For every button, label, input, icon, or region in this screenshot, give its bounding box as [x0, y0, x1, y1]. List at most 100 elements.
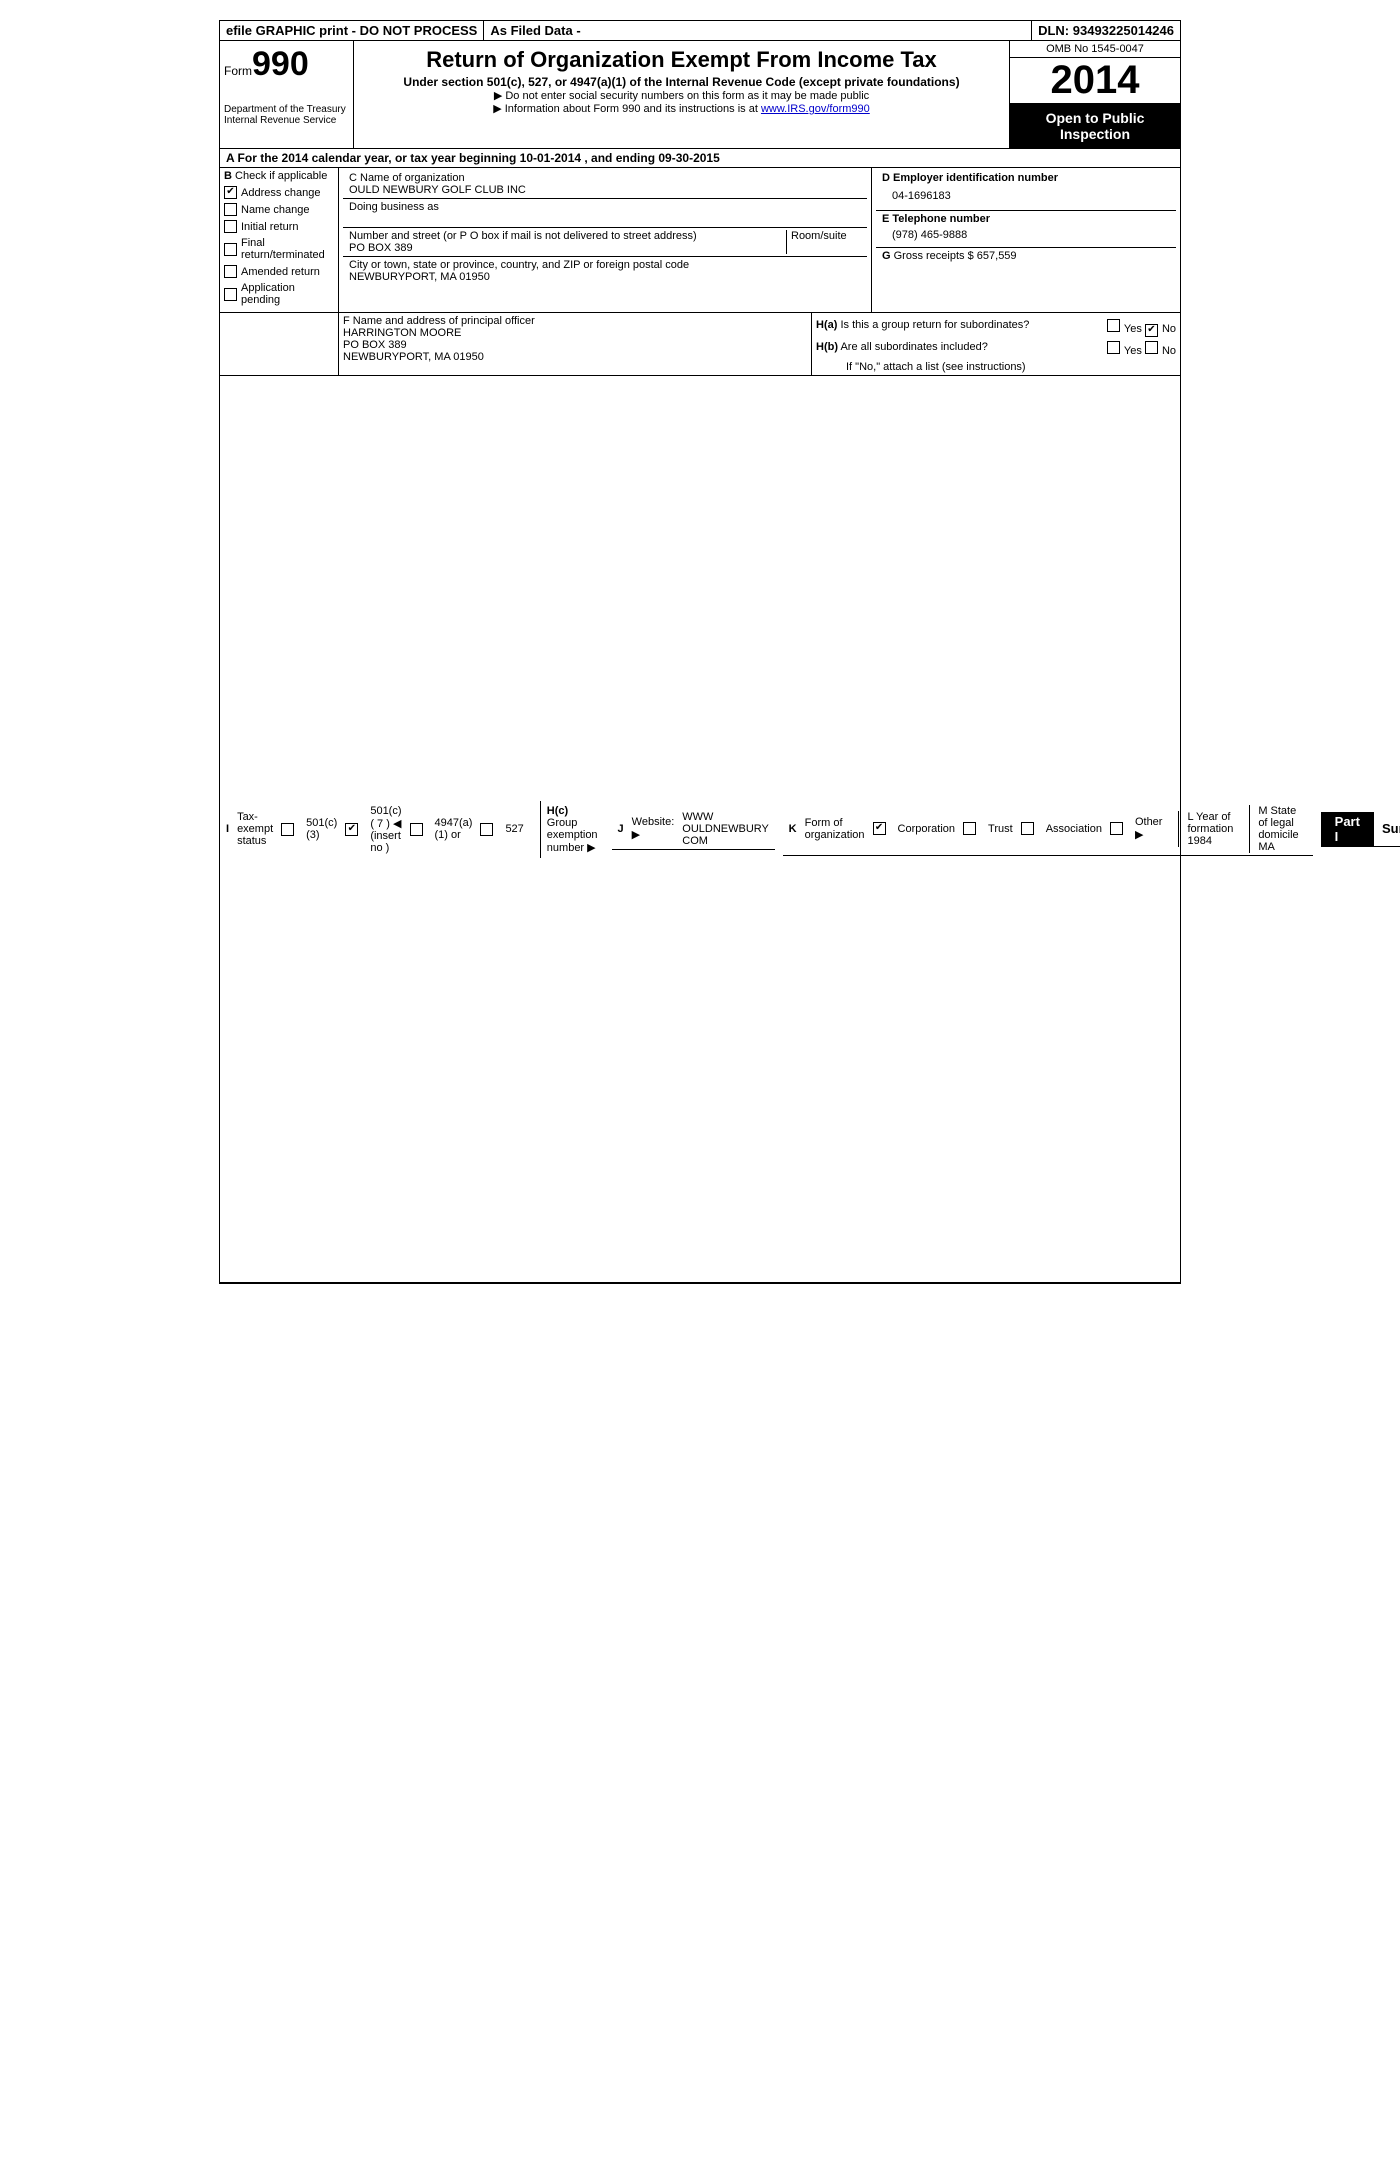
dln-cell: DLN: 93493225014246: [1032, 21, 1180, 40]
ein-label: D Employer identification number: [882, 172, 1170, 184]
gross-receipts-label: Gross receipts $: [894, 250, 974, 262]
line-a: A For the 2014 calendar year, or tax yea…: [220, 149, 1180, 168]
cb-trust[interactable]: [963, 822, 976, 835]
header-row: Form990 Department of the Treasury Inter…: [220, 41, 1180, 149]
entity-block: B Check if applicable Address change Nam…: [220, 168, 1180, 313]
section-b: B Check if applicable Address change Nam…: [220, 168, 339, 312]
cb-other[interactable]: [1110, 822, 1123, 835]
city-label: City or town, state or province, country…: [349, 259, 861, 271]
cb-527[interactable]: [480, 823, 493, 836]
section-f: F Name and address of principal officer …: [339, 313, 812, 375]
hc-label: H(c): [547, 805, 568, 817]
hb-yes: Yes: [1124, 345, 1142, 357]
top-bar: efile GRAPHIC print - DO NOT PROCESS As …: [220, 21, 1180, 41]
hb-note: If "No," attach a list (see instructions…: [816, 361, 1176, 373]
cb-ha-no[interactable]: [1145, 324, 1158, 337]
street-value: PO BOX 389: [349, 242, 786, 254]
cb-amended-return[interactable]: [224, 265, 237, 278]
form-number: 990: [252, 45, 309, 83]
room-label: Room/suite: [786, 230, 861, 254]
cb-initial-return[interactable]: [224, 220, 237, 233]
ha-yes: Yes: [1124, 323, 1142, 335]
lbl-final-return: Final return/terminated: [241, 237, 334, 261]
header-right: OMB No 1545-0047 2014 Open to Public Ins…: [1010, 41, 1180, 148]
phone-value: (978) 465-9888: [882, 225, 1170, 245]
lbl-name-change: Name change: [241, 204, 310, 216]
dln-value: 93493225014246: [1073, 23, 1174, 38]
tax-year: 2014: [1010, 58, 1180, 104]
form-number-block: Form990: [224, 45, 349, 84]
omb-number: OMB No 1545-0047: [1010, 41, 1180, 58]
opt-other: Other ▶: [1135, 816, 1163, 841]
cb-501c3[interactable]: [281, 823, 294, 836]
lbl-amended-return: Amended return: [241, 266, 320, 278]
header-left: Form990 Department of the Treasury Inter…: [220, 41, 354, 148]
opt-501c3: 501(c)(3): [306, 817, 337, 841]
g-label: G: [882, 250, 891, 262]
part1-title: Summary: [1374, 819, 1400, 838]
org-name-label: C Name of organization: [349, 172, 861, 184]
hb-label: H(b): [816, 341, 838, 353]
b-label: B: [224, 170, 232, 182]
opt-4947: 4947(a)(1) or: [435, 817, 473, 841]
cb-hb-no[interactable]: [1145, 341, 1158, 354]
irs-link[interactable]: www.IRS.gov/form990: [761, 103, 870, 115]
section-klm: K Form of organization Corporation Trust…: [783, 803, 1313, 856]
as-filed-label: As Filed Data -: [484, 21, 1032, 40]
form-990-page: efile GRAPHIC print - DO NOT PROCESS As …: [219, 20, 1181, 1284]
cb-corp[interactable]: [873, 822, 886, 835]
cb-4947[interactable]: [410, 823, 423, 836]
hc-text: Group exemption number ▶: [547, 817, 598, 854]
opt-501c: 501(c) ( 7 ) ◀ (insert no ): [370, 805, 401, 854]
j-label: J: [618, 823, 624, 835]
officer-h-block: F Name and address of principal officer …: [220, 313, 1180, 376]
phone-label: E Telephone number: [882, 213, 1170, 225]
lbl-initial-return: Initial return: [241, 221, 298, 233]
cb-ha-yes[interactable]: [1107, 319, 1120, 332]
inspection-label: Open to Public Inspection: [1010, 104, 1180, 148]
cb-final-return[interactable]: [224, 243, 237, 256]
officer-name: HARRINGTON MOORE: [343, 327, 807, 339]
right-column: D Employer identification number 04-1696…: [871, 168, 1180, 312]
header-mid: Return of Organization Exempt From Incom…: [354, 41, 1010, 148]
cb-hb-yes[interactable]: [1107, 341, 1120, 354]
dln-label: DLN:: [1038, 23, 1069, 38]
lbl-application-pending: Application pending: [241, 282, 334, 306]
k-text: Form of organization: [805, 817, 865, 841]
form-subtitle: Under section 501(c), 527, or 4947(a)(1)…: [364, 75, 999, 89]
dba-label: Doing business as: [349, 201, 861, 213]
opt-trust: Trust: [988, 823, 1013, 835]
info-note: ▶ Information about Form 990 and its ins…: [364, 102, 999, 115]
info-note-pre: ▶ Information about Form 990 and its ins…: [493, 103, 761, 115]
ha-no: No: [1162, 323, 1176, 335]
department-label: Department of the Treasury Internal Reve…: [224, 104, 349, 126]
website-label: Website: ▶: [632, 816, 675, 841]
section-h: H(a) Is this a group return for subordin…: [812, 313, 1180, 375]
hb-text: Are all subordinates included?: [840, 341, 987, 353]
website-url: WWW OULDNEWBURY COM: [682, 811, 768, 847]
ha-label: H(a): [816, 319, 837, 331]
opt-527: 527: [505, 823, 523, 835]
efile-notice: efile GRAPHIC print - DO NOT PROCESS: [220, 21, 484, 40]
cb-501c[interactable]: [345, 823, 358, 836]
state-domicile: M State of legal domicile MA: [1249, 805, 1306, 853]
year-formation: L Year of formation 1984: [1178, 811, 1241, 847]
cb-name-change[interactable]: [224, 203, 237, 216]
cb-assoc[interactable]: [1021, 822, 1034, 835]
part1-tab: Part I: [1321, 812, 1374, 846]
city-value: NEWBURYPORT, MA 01950: [349, 271, 861, 283]
b-spacer: [220, 313, 339, 375]
ha-text: Is this a group return for subordinates?: [840, 319, 1029, 331]
section-i: I Tax-exempt status 501(c)(3) 501(c) ( 7…: [220, 376, 1180, 1283]
tax-status-label: Tax-exempt status: [237, 811, 273, 847]
hb-no: No: [1162, 345, 1176, 357]
opt-assoc: Association: [1046, 823, 1102, 835]
i-label: I: [226, 823, 229, 835]
officer-street: PO BOX 389: [343, 339, 807, 351]
form-title: Return of Organization Exempt From Incom…: [364, 47, 999, 73]
form-label: Form: [224, 64, 252, 78]
officer-city: NEWBURYPORT, MA 01950: [343, 351, 807, 363]
cb-application-pending[interactable]: [224, 288, 237, 301]
b-check-if: Check if applicable: [235, 170, 327, 182]
cb-address-change[interactable]: [224, 186, 237, 199]
